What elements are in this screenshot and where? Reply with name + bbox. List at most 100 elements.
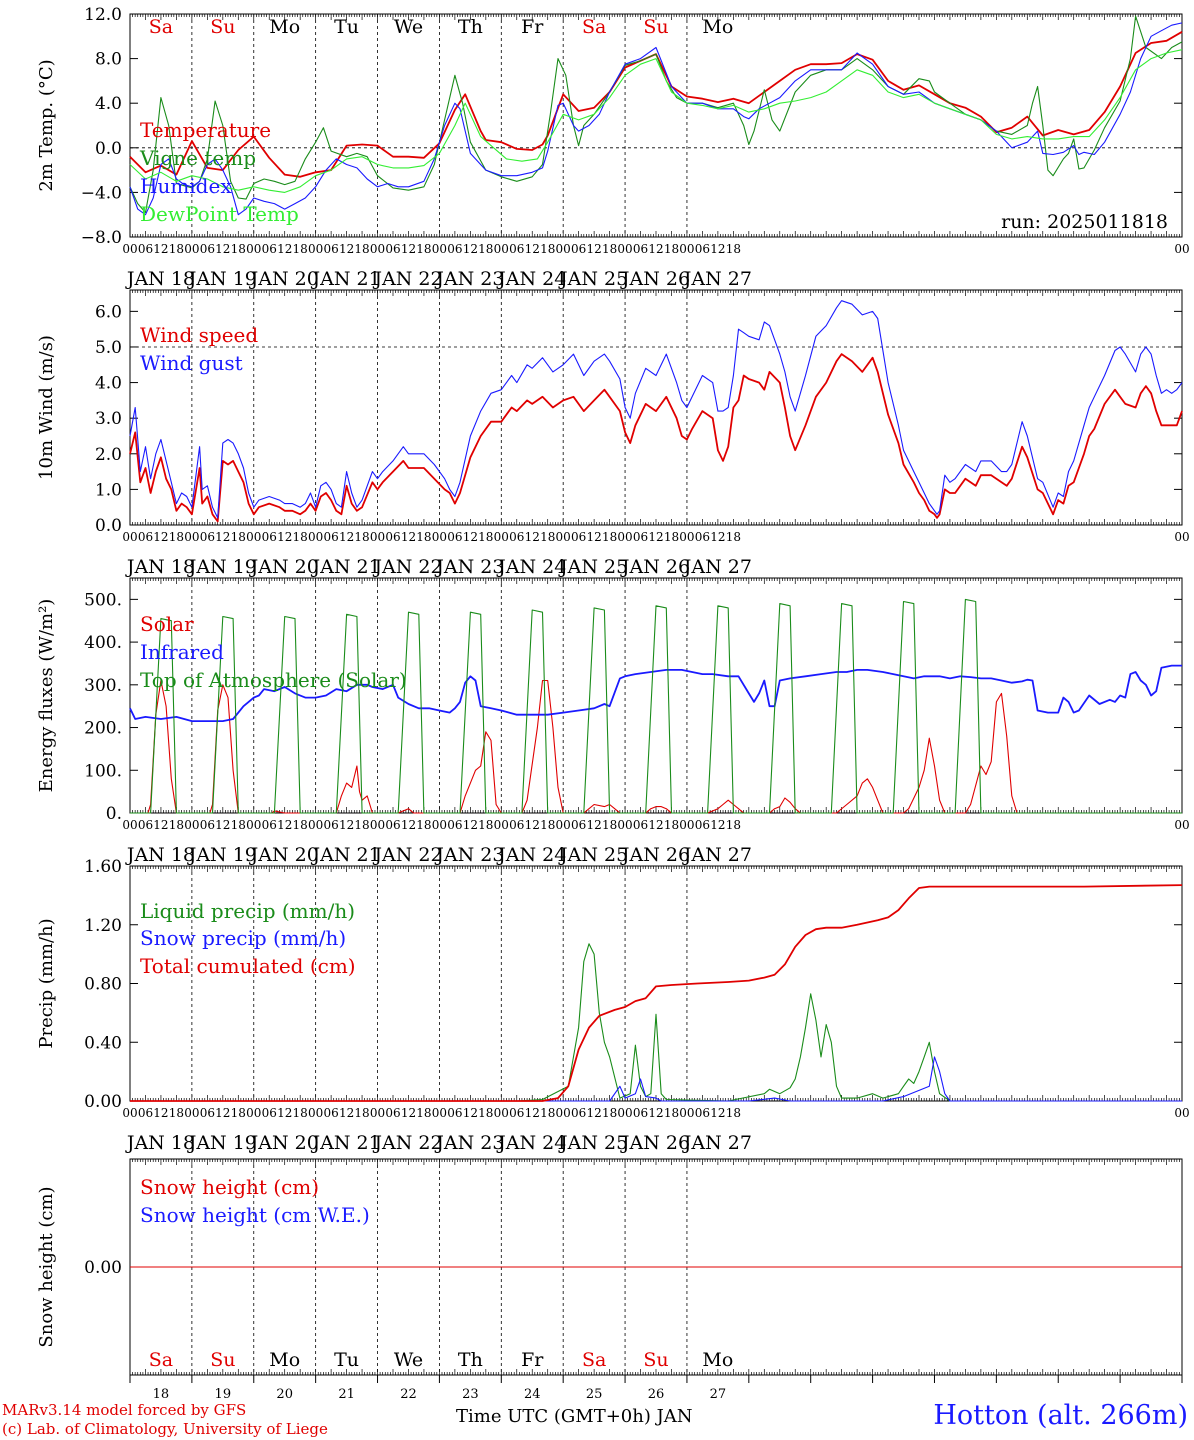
legend-entry: Vigne temp <box>139 146 256 170</box>
date-label: JAN 26 <box>620 1132 690 1154</box>
date-label: JAN 19 <box>187 1132 257 1154</box>
hour-tick-label: 12 <box>525 530 540 544</box>
hour-tick-label: 06 <box>633 530 648 544</box>
hour-tick-label: 06 <box>262 242 277 256</box>
date-label: JAN 25 <box>558 1132 628 1154</box>
date-label: JAN 26 <box>620 844 690 866</box>
hour-tick-label: 00 <box>617 818 632 832</box>
y-axis-label: Precip (mm/h) <box>36 918 57 1048</box>
hour-tick-label: 18 <box>293 530 308 544</box>
hour-tick-label: 18 <box>416 242 431 256</box>
date-label: JAN 22 <box>372 1132 442 1154</box>
hour-tick-label: 12 <box>648 818 663 832</box>
date-label: JAN 18 <box>125 268 195 290</box>
hour-tick-label: 00 <box>679 818 694 832</box>
bottom-day-name-label: Mo <box>702 1349 733 1371</box>
hour-tick-label: 12 <box>215 242 230 256</box>
y-tick-label: 6.0 <box>95 302 122 322</box>
hour-tick-label: 18 <box>169 530 184 544</box>
hour-tick-label: 00 <box>246 1106 261 1120</box>
hour-tick-label: 00 <box>679 1106 694 1120</box>
hour-tick-label: 12 <box>525 242 540 256</box>
date-label: JAN 24 <box>496 556 566 578</box>
y-tick-label: 12.0 <box>84 5 122 25</box>
day-name-label: Mo <box>269 16 300 38</box>
date-label: JAN 23 <box>434 556 504 578</box>
hour-tick-label: 00 <box>432 1106 447 1120</box>
meteogram-chart: 12.08.04.00.0−4.0−8.02m Temp. (°C)00 06 12… <box>36 5 1190 1400</box>
hour-tick-label: 06 <box>200 1106 215 1120</box>
hour-tick-label: 00 <box>432 530 447 544</box>
hour-tick-label: 00 <box>370 818 385 832</box>
hour-tick-label: 06 <box>385 818 400 832</box>
hour-tick-label: 18 <box>602 1106 617 1120</box>
hour-tick-label: 06 <box>262 530 277 544</box>
bottom-day-name-label: Th <box>458 1349 483 1371</box>
legend-entry: Liquid precip (mm/h) <box>140 899 355 923</box>
hour-tick-label: 18 <box>293 242 308 256</box>
hour-tick-label: 18 <box>602 530 617 544</box>
day-name-label: Su <box>210 16 235 38</box>
hour-tick-label: 00 <box>556 1106 571 1120</box>
date-label: JAN 25 <box>558 556 628 578</box>
hour-tick-label: 00 <box>556 242 571 256</box>
y-tick-label: −8.0 <box>81 228 122 248</box>
hour-tick-label: 06 <box>138 242 153 256</box>
hour-tick-label: 00 <box>122 530 137 544</box>
hour-tick-label: 00 <box>184 1106 199 1120</box>
date-label: JAN 20 <box>249 268 319 290</box>
series-line-vigne-temp <box>129 15 1183 214</box>
hour-tick-label: 00 <box>494 1106 509 1120</box>
date-label: JAN 22 <box>372 844 442 866</box>
hour-tick-label: 12 <box>153 818 168 832</box>
day-name-label: Th <box>458 16 483 38</box>
hour-tick-label: 06 <box>695 818 710 832</box>
day-name-label: Tu <box>334 16 359 38</box>
y-axis-label: 2m Temp. (°C) <box>36 59 57 191</box>
run-label: run: 2025011818 <box>1001 211 1168 233</box>
date-label: JAN 23 <box>434 1132 504 1154</box>
hour-tick-label: 12 <box>586 242 601 256</box>
hour-tick-label: 00 <box>370 530 385 544</box>
hour-tick-label: 06 <box>695 242 710 256</box>
hour-tick-label: 18 <box>540 530 555 544</box>
date-label: JAN 18 <box>125 844 195 866</box>
hour-tick-label: 18 <box>293 1106 308 1120</box>
hour-tick-label: 12 <box>710 1106 725 1120</box>
y-tick-label: 100. <box>84 761 122 781</box>
day-name-label: Su <box>643 16 668 38</box>
y-axis-label: Snow height (cm) <box>36 1186 57 1347</box>
y-tick-label: 0.00 <box>84 1092 122 1112</box>
hour-tick-label: 12 <box>401 1106 416 1120</box>
date-label: JAN 25 <box>558 844 628 866</box>
series-line-total-cumulated-cm- <box>130 884 1183 1102</box>
date-label: JAN 21 <box>310 556 380 578</box>
hour-tick-label: 06 <box>571 242 586 256</box>
hour-tick-label: 06 <box>200 818 215 832</box>
date-label: JAN 19 <box>187 556 257 578</box>
hour-tick-label: 12 <box>215 1106 230 1120</box>
date-label: JAN 19 <box>187 844 257 866</box>
model-credit: MARv3.14 model forced by GFS <box>2 1401 247 1419</box>
date-label: JAN 23 <box>434 844 504 866</box>
day-name-label: Sa <box>582 16 606 38</box>
hour-tick-label: 06 <box>633 242 648 256</box>
series-line-wind-gust <box>129 300 1183 519</box>
hour-tick-label: 12 <box>463 242 478 256</box>
hour-tick-label: 06 <box>200 530 215 544</box>
bottom-day-number: 23 <box>462 1387 479 1400</box>
y-tick-label: 8.0 <box>95 50 122 70</box>
bottom-day-name-label: Su <box>210 1349 235 1371</box>
hour-tick-label: 12 <box>339 242 354 256</box>
hour-tick-label: 12 <box>463 530 478 544</box>
hour-tick-label: 06 <box>138 1106 153 1120</box>
y-tick-label: 4.0 <box>95 94 122 114</box>
date-label: JAN 27 <box>682 1132 752 1154</box>
bottom-day-number: 21 <box>338 1387 355 1400</box>
hour-tick-label: 12 <box>525 818 540 832</box>
hour-tick-label: 00 <box>246 530 261 544</box>
hour-tick-label: 12 <box>710 818 725 832</box>
bottom-day-name-label: Sa <box>582 1349 606 1371</box>
bottom-day-number: 26 <box>648 1387 665 1400</box>
y-tick-label: 1.0 <box>95 480 122 500</box>
